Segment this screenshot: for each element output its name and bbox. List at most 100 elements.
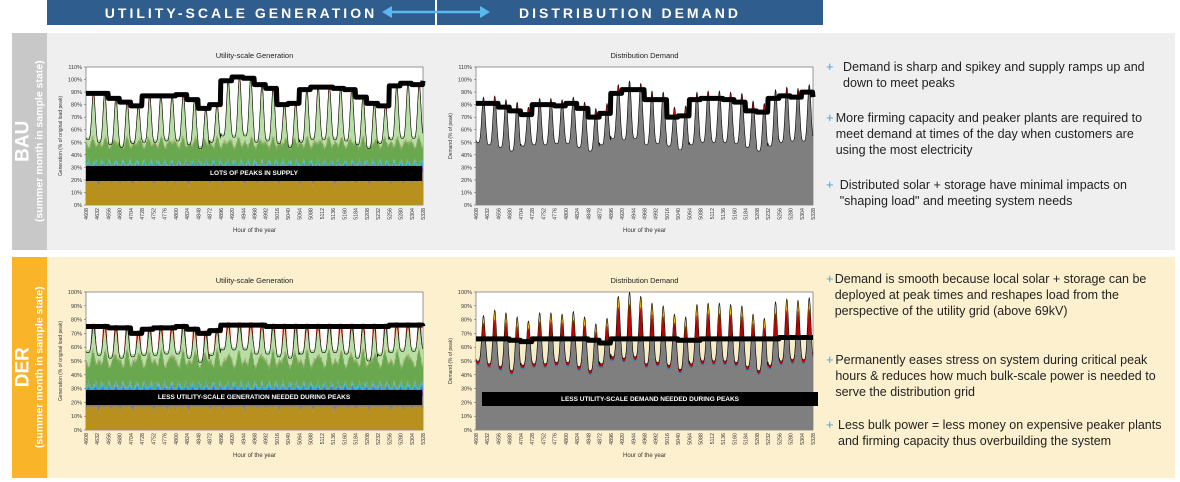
x-tick-label: 4752 [151,433,157,445]
bau-generation-chart: Utility-scale Generation 0% 10% 20% 30% 40% 5… [50,45,430,240]
y-tick-label: 10% [461,414,472,420]
y-tick-label: 0% [464,428,472,434]
series-wind-solar-area [86,133,423,167]
y-tick-label: 50% [461,359,472,365]
y-axis-label: Generation (% of original load peak) [58,96,64,176]
x-tick-label: 4800 [564,208,570,220]
y-tick-label: 90% [461,90,472,96]
x-tick-label: 5064 [687,433,693,445]
x-tick-label: 4848 [586,208,592,220]
annotation-text: LESS UTILITY-SCALE GENERATION NEEDED DUR… [157,394,351,401]
x-tick-label: 5184 [744,433,750,445]
annotation-text: LOTS OF PEAKS IN SUPPLY [210,170,298,177]
chart-title: Utility-scale Generation [215,276,294,285]
x-tick-label: 4992 [654,208,660,220]
x-tick-label: 5208 [365,433,371,445]
y-axis-label: Demand (% of peak) [448,113,454,159]
x-tick-label: 5136 [331,433,337,445]
bullet-item: + More firming capacity and peaker plants… [826,110,1166,158]
x-tick-label: 4944 [631,433,637,445]
x-tick-label: 5016 [275,433,281,445]
x-tick-label: 5112 [710,433,716,444]
x-tick-label: 4680 [118,208,124,220]
y-tick-label: 30% [461,387,472,393]
x-tick-label: 5184 [744,208,750,220]
y-tick-label: 40% [71,153,82,159]
series-envelope-line [473,87,816,120]
y-tick-label: 80% [461,318,472,324]
y-tick-label: 90% [461,304,472,310]
x-tick-label: 4632 [485,208,491,220]
x-tick-label: 4680 [508,433,514,445]
series-load-line [85,324,424,363]
x-tick-label: 4848 [586,433,592,445]
y-tick-label: 60% [71,345,82,351]
y-tick-label: 100% [458,290,472,296]
x-tick-label: 4656 [496,433,502,445]
y-tick-label: 0% [74,203,82,209]
der-label: DER [12,347,34,388]
x-tick-label: 4752 [541,208,547,220]
x-tick-label: 4824 [185,208,191,220]
x-tick-label: 5208 [365,208,371,220]
x-tick-label: 4728 [140,433,146,445]
x-axis-label: Hour of the year [623,453,666,459]
x-tick-label: 5016 [665,433,671,445]
y-tick-label: 100% [68,78,82,84]
y-tick-label: 60% [71,128,82,134]
x-tick-label: 4752 [151,208,157,220]
x-tick-label: 4824 [185,433,191,445]
bau-demand-chart: Distribution Demand 0% 10% 20% 30% 40% 50% 60%… [440,45,820,240]
x-tick-label: 5304 [410,433,416,445]
plus-icon: + [826,110,834,125]
x-tick-label: 4632 [485,433,491,445]
bullet-text: Distributed solar + storage have minimal… [839,178,1127,208]
x-tick-label: 5304 [800,208,806,220]
x-tick-label: 4656 [496,208,502,220]
x-tick-label: 5304 [800,433,806,445]
x-tick-label: 5280 [789,433,795,445]
header-left-title: UTILITY-SCALE GENERATION [104,4,378,21]
x-tick-label: 5328 [421,433,427,445]
header-utility-scale-generation: UTILITY-SCALE GENERATION [47,0,435,25]
y-tick-label: 80% [71,318,82,324]
x-tick-label: 5160 [342,208,348,220]
bullet-item: + Distributed solar + storage have minima… [826,177,1166,209]
x-tick-label: 4992 [264,433,270,445]
y-tick-label: 50% [71,140,82,146]
x-axis-label: Hour of the year [623,228,666,234]
y-axis-label: Generation (% of original load peak) [58,321,64,401]
chart-title: Utility-scale Generation [215,51,294,60]
x-tick-label: 4992 [654,433,660,445]
x-tick-label: 4608 [84,208,90,220]
x-tick-label: 5136 [721,208,727,220]
header-distribution-demand: DISTRIBUTION DEMAND [437,0,823,25]
der-generation-chart: Utility-scale Generation 0% 10% 20% 30% 40% 5… [50,270,430,465]
x-tick-label: 5304 [410,208,416,220]
y-tick-label: 40% [71,373,82,379]
bau-side-label: BAU (summer month in sample state) [12,33,47,250]
y-tick-label: 70% [461,331,472,337]
x-tick-label: 5136 [721,433,727,445]
x-tick-label: 4896 [609,208,615,220]
x-tick-label: 4680 [508,208,514,220]
x-tick-label: 4872 [208,433,214,445]
y-tick-label: 40% [461,373,472,379]
series-envelope-line [473,335,816,346]
plus-icon: + [826,177,834,192]
x-tick-label: 5064 [297,208,303,220]
bullet-text: Demand is sharp and spikey and supply ra… [843,60,1145,90]
y-tick-label: 60% [461,128,472,134]
series-baseload-area [86,406,423,430]
annotation-text: LESS UTILITY-SCALE DEMAND NEEDED DURING … [560,395,740,403]
series-demand-line [475,291,814,371]
y-tick-label: 20% [461,178,472,184]
x-tick-label: 5112 [320,208,326,219]
x-tick-label: 4944 [241,433,247,445]
series-load-line [85,76,424,149]
x-tick-label: 5328 [811,433,817,445]
x-tick-label: 4704 [519,208,525,220]
x-tick-label: 5232 [766,208,772,220]
x-tick-label: 5232 [766,433,772,445]
x-tick-label: 5160 [732,208,738,220]
